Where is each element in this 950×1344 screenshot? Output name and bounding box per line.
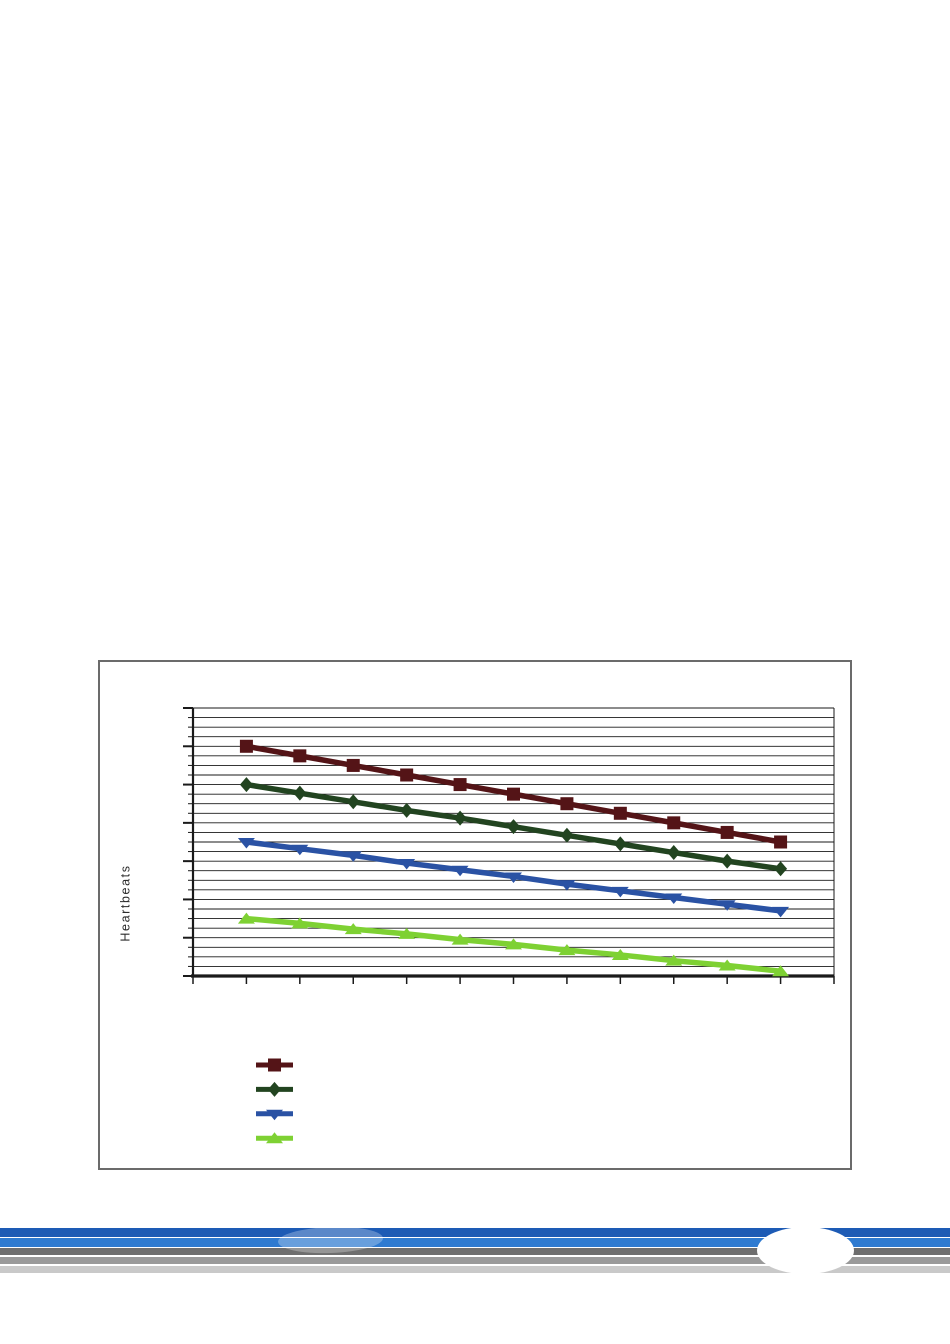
footer-stripe-gray-mid xyxy=(0,1257,950,1264)
footer-stripe-blue-dark xyxy=(0,1228,950,1237)
chart-frame: Heartbeats xyxy=(98,660,852,1170)
y-axis-ticks xyxy=(183,707,193,977)
x-axis-ticks xyxy=(192,976,835,984)
gridlines xyxy=(193,707,834,967)
y-axis-title-container: Heartbeats xyxy=(108,840,144,966)
footer-stripe-blue-light xyxy=(0,1238,950,1247)
y-axis-title: Heartbeats xyxy=(119,864,133,942)
legend-item-series-3-blue xyxy=(256,1109,293,1121)
chart-svg xyxy=(183,707,835,1144)
legend-item-series-4-light-green xyxy=(256,1132,293,1144)
legend xyxy=(256,1058,293,1144)
legend-item-series-1-dark-red xyxy=(256,1058,293,1072)
footer-stripe-gray-dark xyxy=(0,1248,950,1255)
legend-item-series-2-dark-green xyxy=(256,1081,293,1097)
series-series-1-dark-red xyxy=(239,739,788,849)
series-series-3-blue xyxy=(237,838,790,918)
footer-decoration xyxy=(0,1225,950,1285)
series-series-4-light-green xyxy=(237,912,790,977)
series-series-2-dark-green xyxy=(239,777,788,877)
footer-ellipse xyxy=(757,1227,854,1274)
footer-stripe-gray-light xyxy=(0,1266,950,1273)
